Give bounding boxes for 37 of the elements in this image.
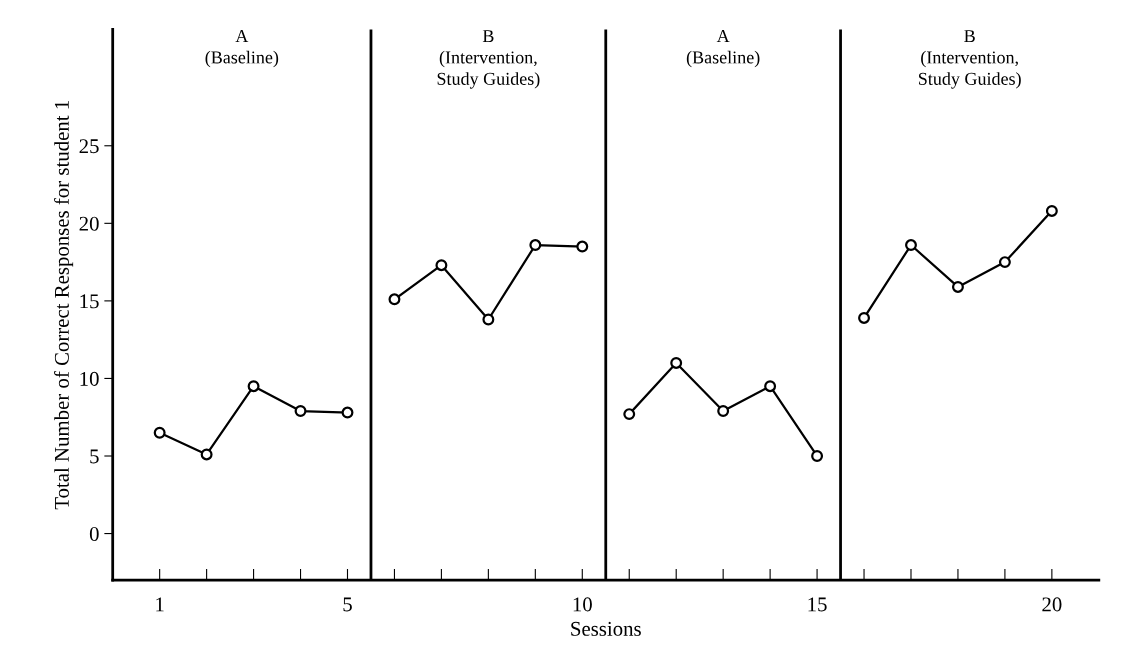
annotation: B (Intervention, Study Guides): [918, 30, 1021, 89]
point: [764, 380, 777, 393]
point: [905, 239, 917, 252]
y-tick-label: 10: [80, 371, 99, 386]
point: [623, 408, 636, 421]
point: [247, 380, 260, 393]
y-axis-title: Total Number of Correct Responses for student 1: [54, 101, 74, 510]
point: [153, 426, 166, 439]
point: [200, 448, 213, 461]
point: [576, 240, 589, 253]
y-tick-label: 0: [89, 526, 99, 541]
point: [670, 356, 683, 369]
point: [294, 405, 307, 417]
x-tick-label: 1: [156, 597, 164, 612]
point: [951, 280, 964, 293]
point: [435, 259, 448, 272]
y-tick-label: 15: [80, 294, 99, 309]
point: [998, 256, 1011, 269]
point: [858, 311, 870, 324]
point: [1045, 204, 1058, 217]
point: [717, 405, 730, 417]
point: [811, 450, 824, 462]
y-tick-label: 5: [90, 449, 99, 464]
point: [341, 406, 354, 419]
x-tick-label: 10: [573, 597, 592, 612]
y-tick-label: 25: [79, 139, 99, 154]
point: [388, 293, 401, 306]
x-tick-label: 20: [1042, 597, 1062, 612]
x-tick-label: 15: [808, 597, 827, 612]
point: [482, 313, 495, 326]
y-tick-label: 20: [79, 216, 99, 231]
annotation: A (Baseline): [686, 30, 760, 68]
x-tick-label: 5: [343, 597, 352, 612]
annotation: B (Intervention, Study Guides): [437, 30, 540, 89]
point: [529, 239, 542, 252]
annotation: A (Baseline): [205, 30, 279, 68]
x-axis-title: Sessions: [571, 621, 641, 636]
